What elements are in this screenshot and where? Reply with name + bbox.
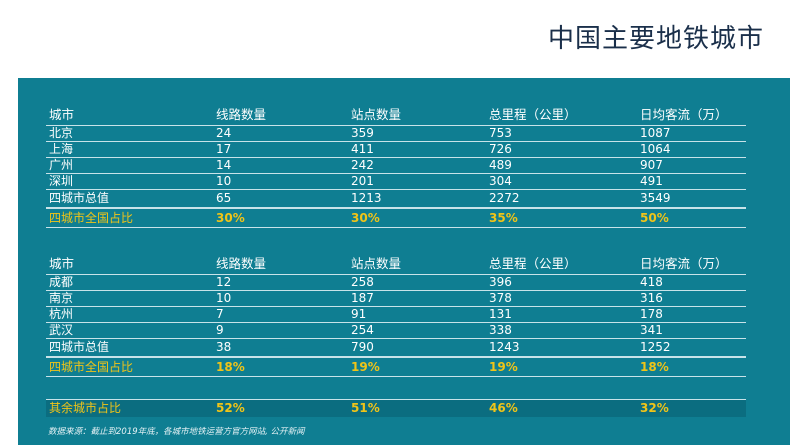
col-header-mileage: 总里程（公里） [489, 107, 577, 122]
table-row: 成都 12 258 396 418 [46, 275, 746, 291]
remain-stations: 51% [351, 401, 380, 415]
table-row: 深圳 10 201 304 491 [46, 174, 746, 190]
share-stations: 30% [351, 211, 380, 225]
stations-cell: 201 [351, 174, 374, 188]
stations-cell: 411 [351, 142, 374, 156]
national-share-row: 四城市全国占比 18% 19% 19% 18% [46, 357, 746, 377]
share-ridership: 18% [640, 360, 669, 374]
mileage-cell: 304 [489, 174, 512, 188]
col-header-ridership: 日均客流（万） [640, 256, 728, 271]
city-cell: 成都 [49, 275, 74, 289]
share-label: 四城市全国占比 [49, 360, 134, 374]
share-ridership: 50% [640, 211, 669, 225]
city-cell: 武汉 [49, 323, 74, 337]
mileage-cell: 338 [489, 323, 512, 337]
metro-table-panel: 城市 线路数量 站点数量 总里程（公里） 日均客流（万） 北京 24 359 7… [18, 78, 790, 445]
city-cell: 上海 [49, 142, 74, 156]
city-cell: 杭州 [49, 307, 74, 321]
col-header-lines: 线路数量 [216, 256, 267, 271]
table-row: 杭州 7 91 131 178 [46, 307, 746, 323]
col-header-stations: 站点数量 [351, 256, 402, 271]
table-row: 广州 14 242 489 907 [46, 158, 746, 174]
remaining-cities-row: 其余城市占比 52% 51% 46% 32% [46, 400, 746, 417]
lines-cell: 9 [216, 323, 224, 337]
table-row: 南京 10 187 378 316 [46, 291, 746, 307]
col-header-mileage: 总里程（公里） [489, 256, 577, 271]
page-title: 中国主要地铁城市 [547, 24, 764, 54]
ridership-cell: 178 [640, 307, 663, 321]
ridership-cell: 341 [640, 323, 663, 337]
total-mileage: 2272 [489, 191, 520, 205]
total-lines: 38 [216, 340, 232, 354]
metro-table-group-2: 城市 线路数量 站点数量 总里程（公里） 日均客流（万） 成都 12 258 3… [46, 254, 746, 417]
lines-cell: 14 [216, 158, 232, 172]
total-mileage: 1243 [489, 340, 520, 354]
total-label: 四城市总值 [49, 191, 110, 205]
share-mileage: 19% [489, 360, 518, 374]
total-label: 四城市总值 [49, 340, 110, 354]
mileage-cell: 378 [489, 291, 512, 305]
city-cell: 深圳 [49, 174, 74, 188]
total-stations: 790 [351, 340, 374, 354]
city-cell: 广州 [49, 158, 74, 172]
remain-mileage: 46% [489, 401, 518, 415]
stations-cell: 258 [351, 275, 374, 289]
stations-cell: 254 [351, 323, 374, 337]
remain-ridership: 32% [640, 401, 669, 415]
col-header-ridership: 日均客流（万） [640, 107, 728, 122]
mileage-cell: 489 [489, 158, 512, 172]
ridership-cell: 491 [640, 174, 663, 188]
lines-cell: 17 [216, 142, 232, 156]
row-divider [46, 377, 746, 400]
lines-cell: 10 [216, 291, 232, 305]
table-row: 武汉 9 254 338 341 [46, 323, 746, 339]
ridership-cell: 1087 [640, 126, 671, 140]
mileage-cell: 131 [489, 307, 512, 321]
share-stations: 19% [351, 360, 380, 374]
national-share-row: 四城市全国占比 30% 30% 35% 50% [46, 208, 746, 228]
remain-label: 其余城市占比 [49, 401, 122, 415]
mileage-cell: 396 [489, 275, 512, 289]
mileage-cell: 753 [489, 126, 512, 140]
ridership-cell: 418 [640, 275, 663, 289]
share-mileage: 35% [489, 211, 518, 225]
lines-cell: 7 [216, 307, 224, 321]
table-header-row: 城市 线路数量 站点数量 总里程（公里） 日均客流（万） [46, 105, 746, 126]
stations-cell: 187 [351, 291, 374, 305]
total-lines: 65 [216, 191, 232, 205]
total-ridership: 1252 [640, 340, 671, 354]
col-header-lines: 线路数量 [216, 107, 267, 122]
col-header-city: 城市 [49, 107, 75, 122]
city-cell: 北京 [49, 126, 74, 140]
total-row: 四城市总值 65 1213 2272 3549 [46, 190, 746, 208]
share-lines: 30% [216, 211, 245, 225]
remain-lines: 52% [216, 401, 245, 415]
ridership-cell: 1064 [640, 142, 671, 156]
table-row: 北京 24 359 753 1087 [46, 126, 746, 142]
data-source-note: 数据来源：截止到2019年底，各城市地铁运营方官方网站, 公开新闻 [48, 427, 305, 437]
mileage-cell: 726 [489, 142, 512, 156]
total-row: 四城市总值 38 790 1243 1252 [46, 339, 746, 357]
city-cell: 南京 [49, 291, 74, 305]
ridership-cell: 316 [640, 291, 663, 305]
total-ridership: 3549 [640, 191, 671, 205]
stations-cell: 242 [351, 158, 374, 172]
lines-cell: 12 [216, 275, 232, 289]
ridership-cell: 907 [640, 158, 663, 172]
col-header-stations: 站点数量 [351, 107, 402, 122]
stations-cell: 359 [351, 126, 374, 140]
share-lines: 18% [216, 360, 245, 374]
stations-cell: 91 [351, 307, 367, 321]
share-label: 四城市全国占比 [49, 211, 134, 225]
lines-cell: 10 [216, 174, 232, 188]
lines-cell: 24 [216, 126, 232, 140]
col-header-city: 城市 [49, 256, 75, 271]
table-header-row: 城市 线路数量 站点数量 总里程（公里） 日均客流（万） [46, 254, 746, 275]
total-stations: 1213 [351, 191, 382, 205]
metro-table-group-1: 城市 线路数量 站点数量 总里程（公里） 日均客流（万） 北京 24 359 7… [46, 105, 746, 228]
table-row: 上海 17 411 726 1064 [46, 142, 746, 158]
